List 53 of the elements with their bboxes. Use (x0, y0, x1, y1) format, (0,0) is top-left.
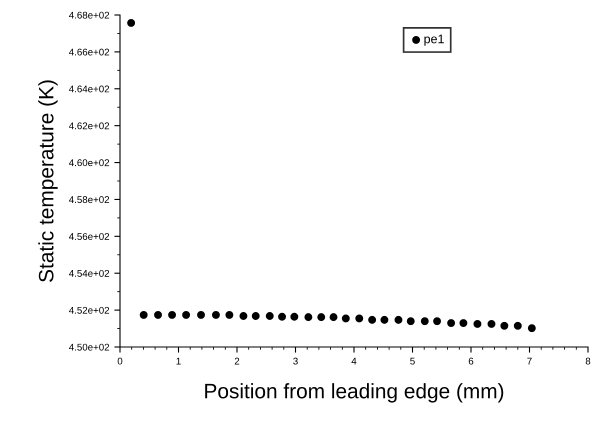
y-tick-label: 4.62e+02 (68, 122, 110, 130)
point (528, 324, 536, 332)
point (290, 312, 298, 321)
x-tick-label: 2 (234, 358, 240, 364)
x-tick-label: 7 (527, 358, 532, 364)
point (342, 314, 350, 322)
legend-label: pe1 (424, 34, 444, 46)
point (514, 322, 522, 330)
point (140, 310, 148, 319)
point (154, 310, 162, 319)
x-tick-label: 1 (176, 358, 181, 364)
point (225, 310, 234, 319)
point (182, 310, 190, 319)
x-tick-label: 3 (293, 358, 298, 365)
y-tick-label: 4.60e+02 (68, 159, 110, 166)
point (304, 313, 312, 322)
y-tick-label: 4.52e+02 (68, 306, 110, 314)
x-tick-label: 5 (410, 358, 415, 365)
point (330, 313, 338, 322)
point (127, 18, 136, 27)
point (447, 319, 456, 327)
point (368, 316, 376, 324)
point (168, 310, 176, 319)
point (459, 319, 468, 327)
x-tick-label: 0 (118, 358, 122, 365)
y-tick-label: 4.64e+02 (68, 86, 110, 92)
point (473, 320, 482, 328)
point (317, 313, 326, 322)
point (212, 310, 220, 319)
point (380, 316, 388, 324)
x-tick-label: 6 (468, 358, 474, 365)
x-tick-label: 4 (352, 358, 356, 364)
y-tick-label: 4.50e+02 (68, 344, 110, 351)
point (406, 317, 415, 326)
point (394, 316, 402, 324)
y-tick-label: 4.56e+02 (68, 233, 110, 240)
point (488, 320, 496, 328)
point (239, 312, 248, 320)
y-axis-title: Static temperature (K) (38, 80, 58, 282)
x-axis-title: Position from leading edge (mm) (205, 383, 504, 403)
point (197, 310, 205, 319)
y-tick-label: 4.58e+02 (68, 196, 110, 204)
y-tick-label: 4.68e+02 (68, 12, 110, 19)
point (433, 317, 442, 326)
y-tick-label: 4.66e+02 (68, 48, 110, 56)
point (252, 312, 260, 320)
point (500, 322, 508, 330)
x-tick-label: 8 (586, 358, 590, 365)
y-tick-label: 4.54e+02 (68, 270, 110, 277)
point (266, 312, 274, 320)
point (355, 314, 364, 322)
point (420, 317, 429, 326)
point (278, 312, 286, 321)
